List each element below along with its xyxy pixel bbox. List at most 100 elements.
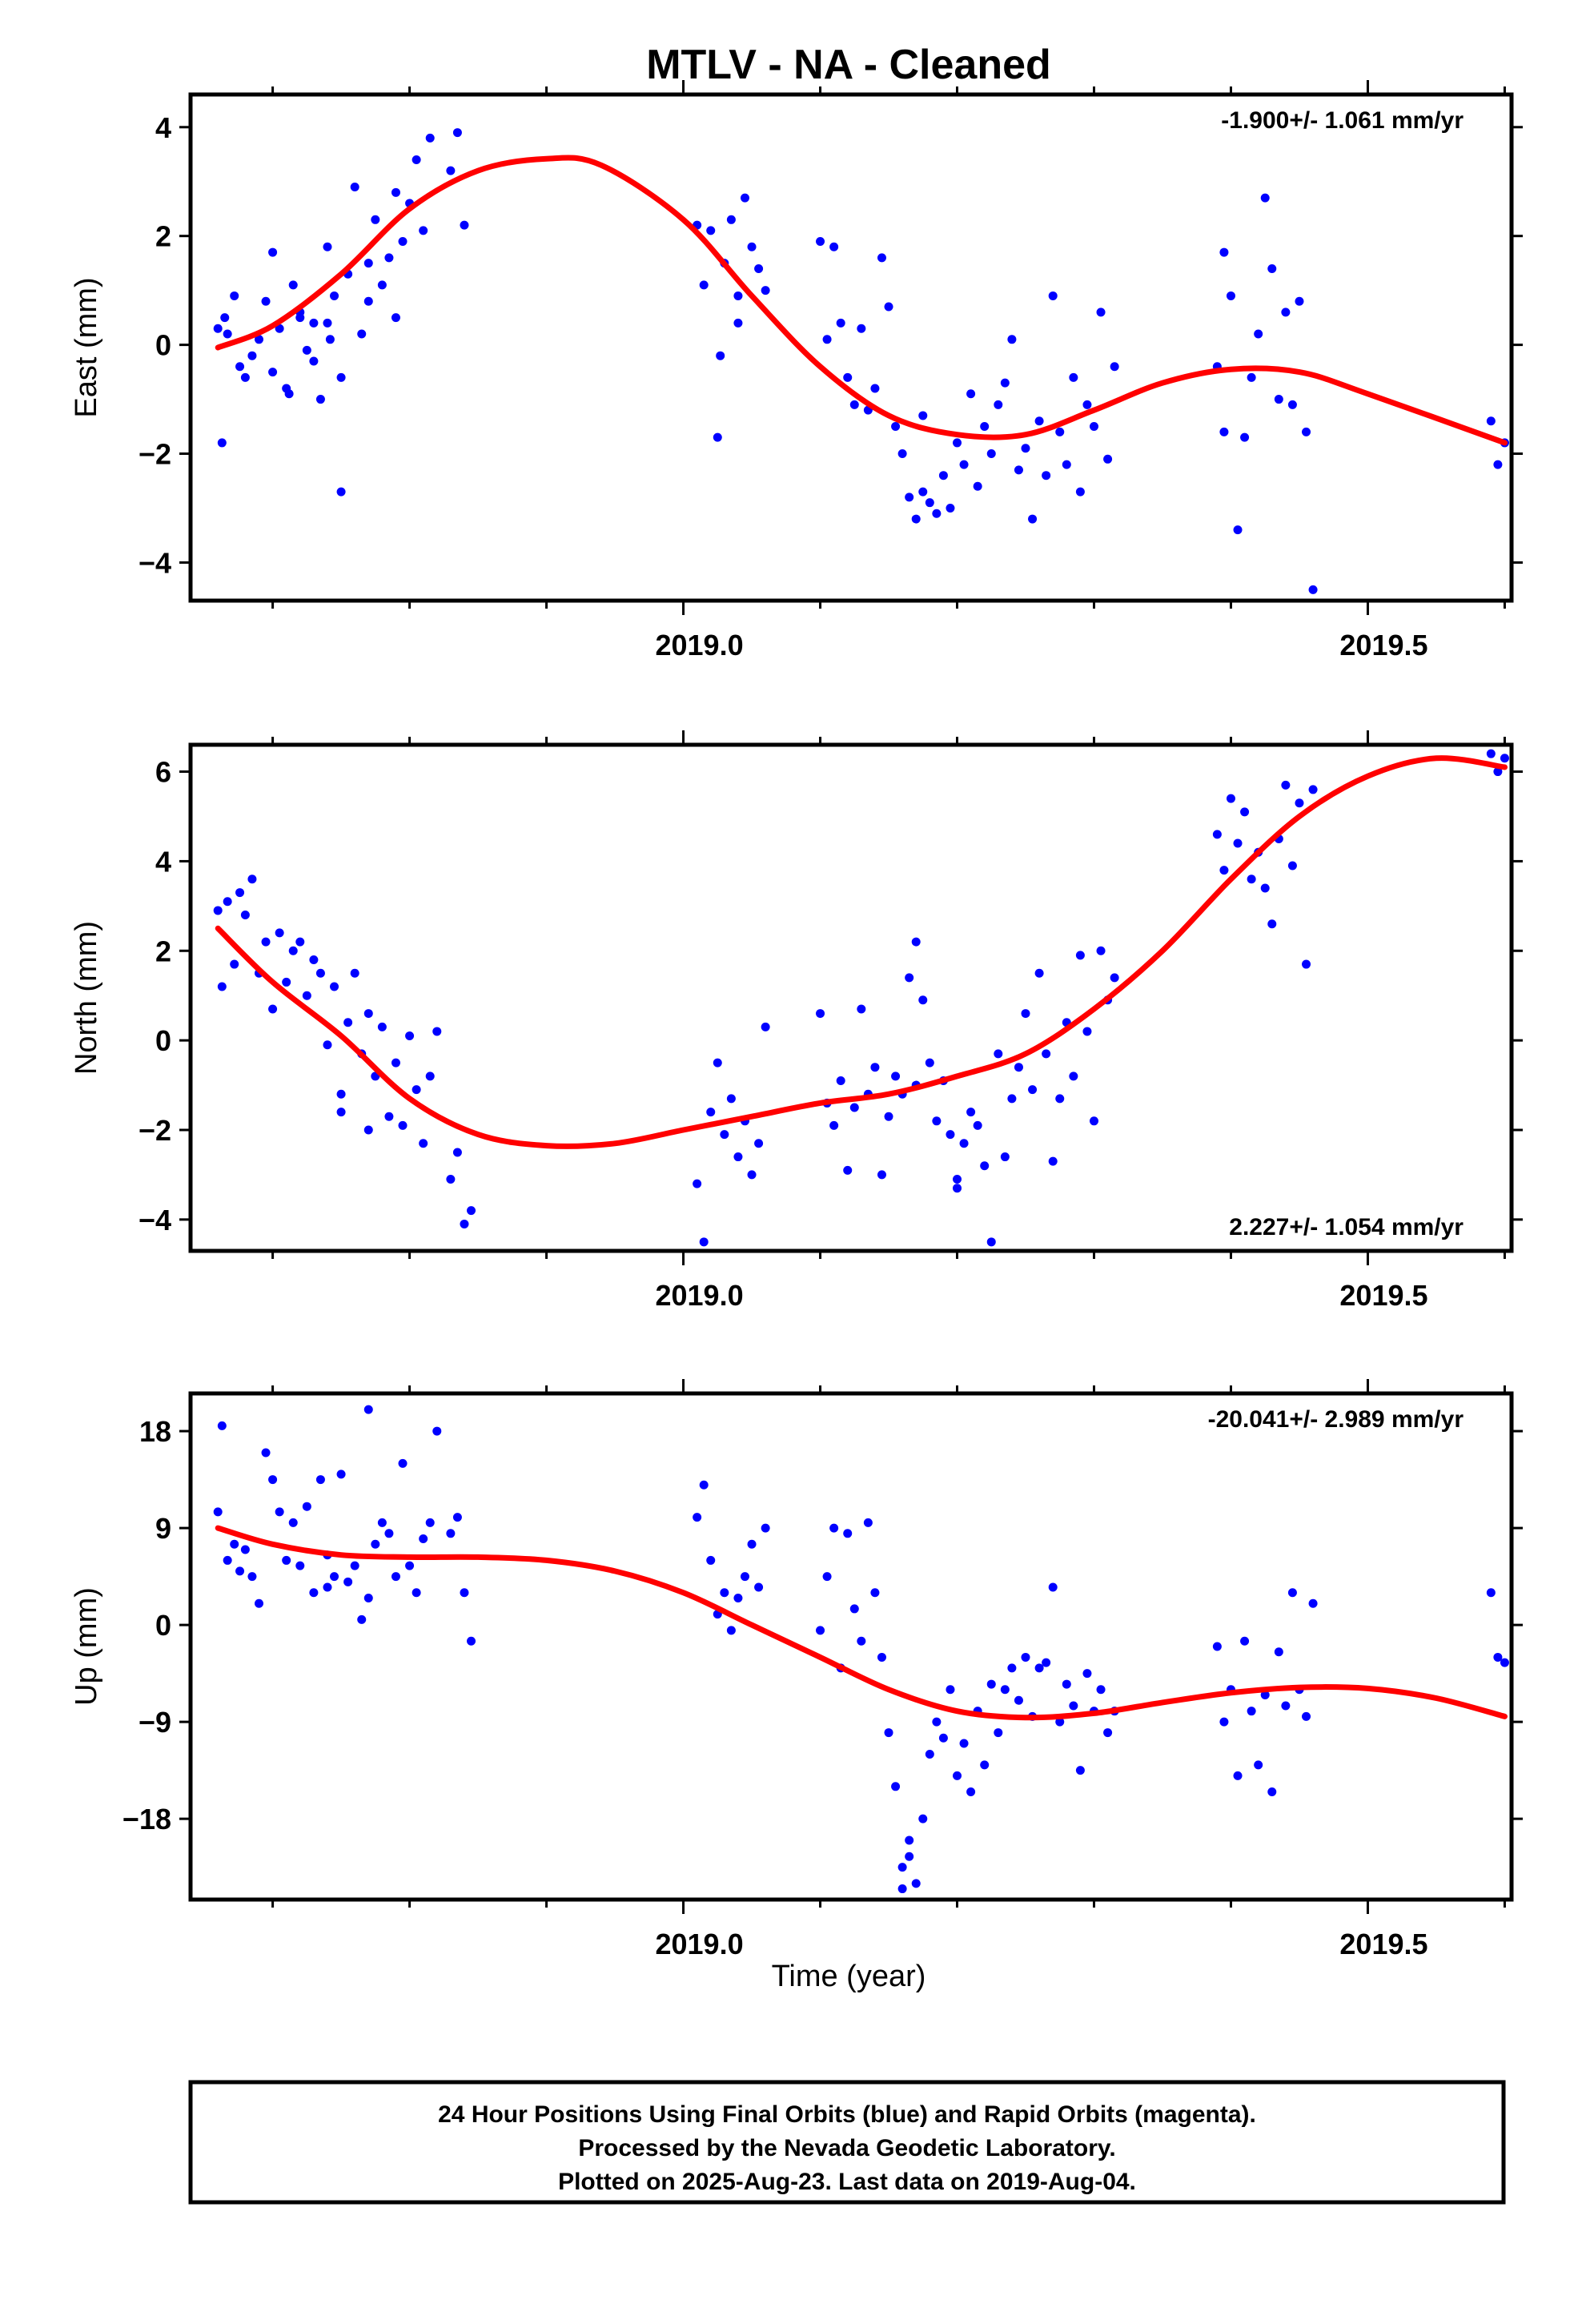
- data-point: [747, 1170, 757, 1180]
- data-point: [1021, 1009, 1030, 1019]
- data-point: [213, 324, 223, 333]
- x-tick-label: 2019.0: [655, 1928, 743, 1960]
- data-point: [706, 1555, 716, 1565]
- data-point: [761, 1022, 770, 1031]
- data-point: [446, 1529, 456, 1538]
- data-point: [371, 1539, 380, 1549]
- data-point: [1000, 1685, 1010, 1695]
- data-point: [816, 1626, 825, 1635]
- data-point: [1028, 1085, 1038, 1095]
- data-point: [966, 1787, 976, 1797]
- data-point: [986, 449, 996, 459]
- velocity-label: 2.227+/- 1.054 mm/yr: [1229, 1214, 1464, 1240]
- data-point: [959, 460, 969, 469]
- data-point: [1254, 1760, 1263, 1770]
- data-point: [1308, 785, 1318, 794]
- data-point: [1302, 427, 1311, 436]
- data-point: [330, 1572, 339, 1582]
- data-point: [1096, 1685, 1106, 1695]
- data-point: [1007, 335, 1017, 344]
- footer-line-2: Processed by the Nevada Geodetic Laborat…: [578, 2135, 1115, 2161]
- data-point: [884, 302, 893, 312]
- data-point: [1267, 919, 1277, 929]
- data-point: [720, 1130, 729, 1140]
- data-point: [363, 296, 373, 306]
- data-point: [716, 351, 725, 360]
- data-point: [754, 1582, 764, 1592]
- data-point: [217, 1421, 227, 1430]
- data-point: [918, 411, 928, 420]
- data-point: [870, 384, 880, 393]
- data-point: [460, 1219, 469, 1228]
- data-point: [1219, 427, 1229, 436]
- data-point: [1062, 1679, 1071, 1689]
- plot-frame: [188, 1391, 1514, 1902]
- y-tick-label: 2: [155, 220, 171, 253]
- data-point: [330, 291, 339, 300]
- data-point: [1287, 861, 1297, 870]
- data-point: [357, 1614, 367, 1624]
- y-tick-label: 0: [155, 329, 171, 362]
- data-point: [446, 166, 456, 175]
- data-point: [925, 498, 934, 508]
- data-point: [323, 1582, 332, 1592]
- data-point: [391, 1572, 400, 1582]
- data-point: [891, 1782, 901, 1791]
- data-point: [911, 514, 921, 524]
- data-point: [1260, 193, 1270, 203]
- data-point: [1042, 471, 1051, 480]
- data-point: [1082, 1027, 1092, 1036]
- data-point: [261, 296, 271, 306]
- data-point: [1089, 1116, 1098, 1126]
- plot-frame: [188, 92, 1514, 603]
- data-point: [877, 253, 886, 263]
- data-point: [953, 438, 962, 448]
- data-point: [829, 1120, 839, 1130]
- data-point: [377, 1518, 387, 1527]
- data-point: [309, 356, 319, 366]
- data-point: [384, 1112, 394, 1121]
- y-tick-label: 0: [155, 1024, 171, 1057]
- y-tick-label: 4: [155, 111, 171, 144]
- data-point: [699, 1237, 709, 1247]
- data-point: [336, 487, 346, 497]
- data-point: [323, 242, 332, 251]
- data-point: [973, 481, 982, 491]
- data-point: [1103, 454, 1113, 464]
- data-point: [452, 1148, 462, 1157]
- data-point: [1069, 372, 1078, 382]
- data-point: [726, 1094, 736, 1104]
- fit-curve: [215, 1525, 1508, 1721]
- fit-curve: [215, 155, 1508, 446]
- data-point: [986, 1237, 996, 1247]
- data-point: [699, 1480, 709, 1490]
- data-point: [1048, 1156, 1058, 1166]
- data-point: [1295, 296, 1304, 306]
- data-point: [1493, 767, 1503, 777]
- data-point: [247, 875, 257, 884]
- data-point: [384, 1529, 394, 1538]
- data-point: [693, 1513, 702, 1522]
- data-point: [315, 1475, 325, 1485]
- data-point: [822, 335, 832, 344]
- data-point: [325, 335, 335, 344]
- data-point: [432, 1426, 442, 1436]
- data-point: [986, 1679, 996, 1689]
- data-point: [720, 1588, 729, 1598]
- data-point: [1267, 1787, 1277, 1797]
- data-point: [836, 1076, 845, 1085]
- data-point: [973, 1120, 982, 1130]
- data-point: [323, 1040, 332, 1050]
- data-point: [857, 1004, 866, 1014]
- data-point: [384, 253, 394, 263]
- x-tick-label: 2019.5: [1339, 629, 1427, 661]
- data-point: [1281, 308, 1291, 317]
- data-point: [918, 995, 928, 1005]
- data-point: [315, 395, 325, 404]
- data-point: [398, 1458, 408, 1468]
- data-point: [946, 503, 955, 513]
- data-point: [1055, 1094, 1065, 1104]
- data-point: [350, 1561, 359, 1570]
- data-point: [1233, 838, 1243, 848]
- data-point: [884, 1728, 893, 1738]
